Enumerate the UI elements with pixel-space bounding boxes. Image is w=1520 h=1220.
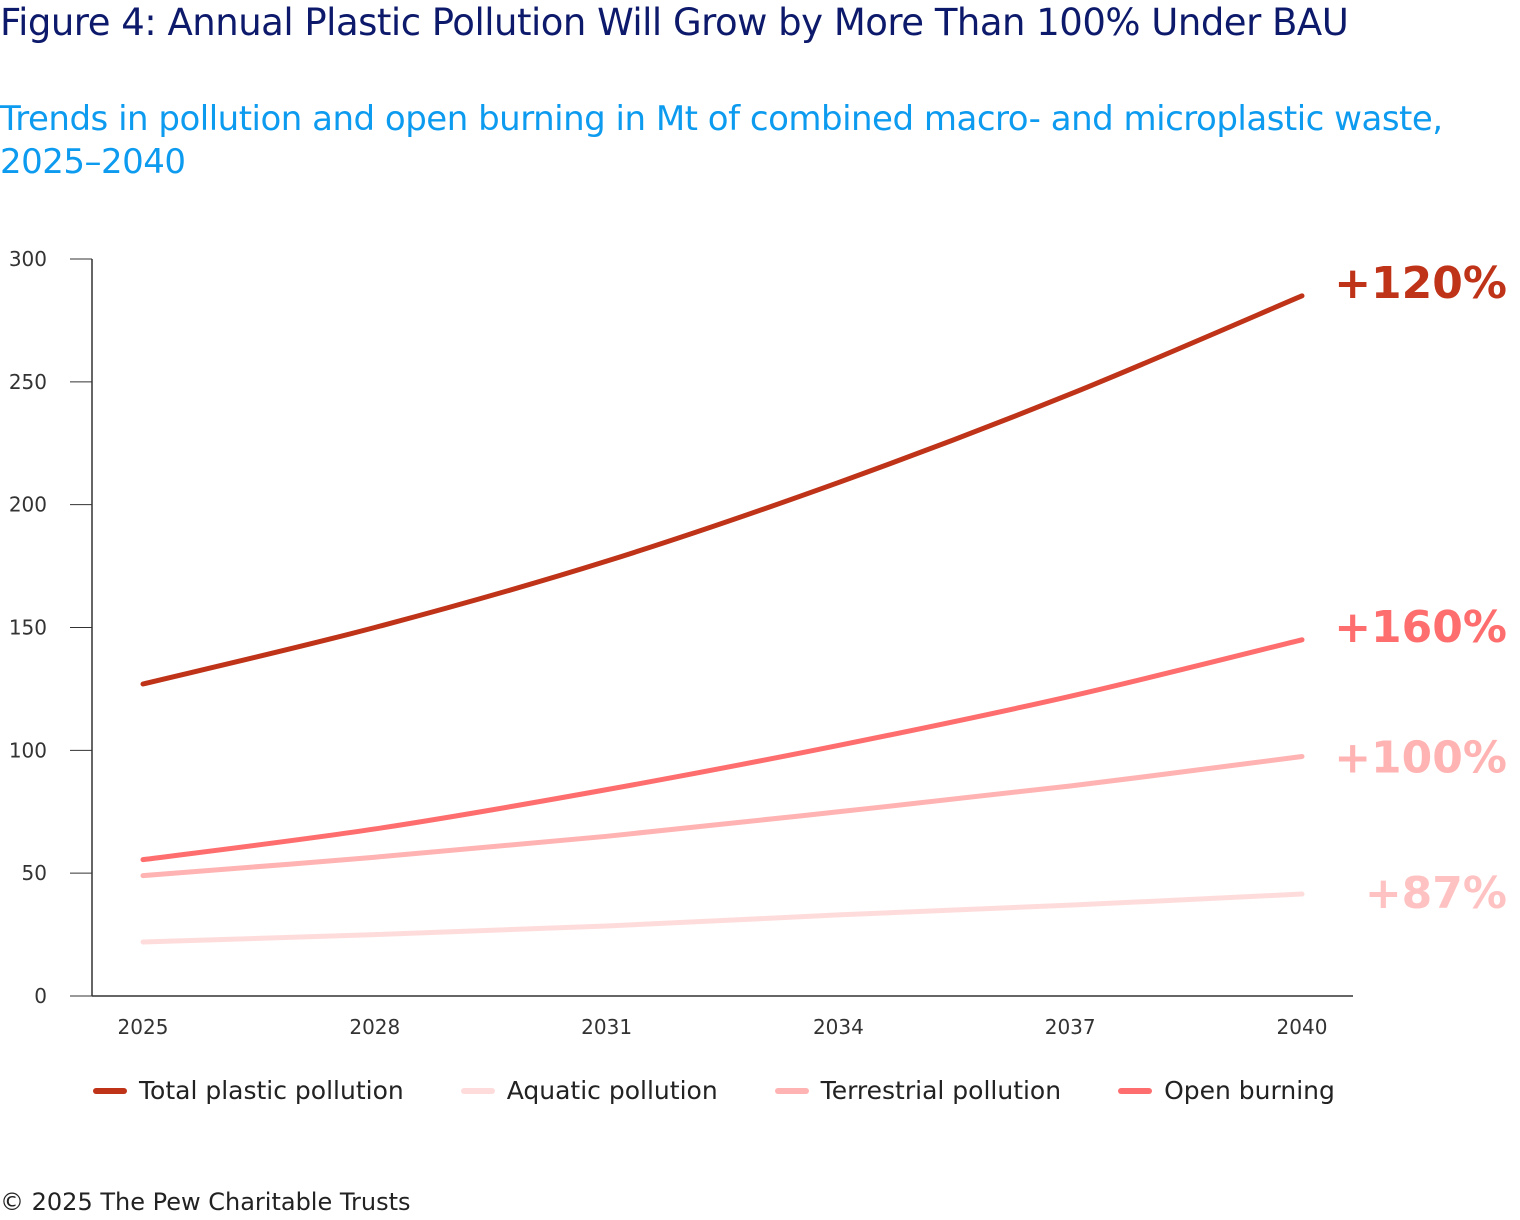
legend-label: Terrestrial pollution: [820, 1076, 1062, 1105]
legend-label: Aquatic pollution: [506, 1076, 718, 1105]
legend-label: Total plastic pollution: [139, 1076, 404, 1105]
change-label: +87%: [1365, 868, 1507, 919]
series-line-open-burning: [140, 637, 1305, 863]
line-chart: 0 50 100 150 200 250 300 2025 2028 2031 2034 2037 20…: [9, 247, 1507, 1039]
series-line-aquatic-pollution: [140, 891, 1305, 945]
legend: Total plastic pollution Aquatic pollution…: [93, 1076, 1392, 1105]
y-tick-label: 150: [9, 616, 47, 640]
y-tick-label: 50: [22, 861, 47, 885]
chart-title: Figure 4: Annual Plastic Pollution Will …: [0, 1, 1349, 44]
y-tick-label: 200: [9, 493, 47, 517]
x-tick-label: 2034: [813, 1015, 864, 1039]
series-line-terrestrial-pollution: [140, 753, 1305, 879]
legend-item: Aquatic pollution: [460, 1076, 718, 1105]
legend-item: Total plastic pollution: [93, 1076, 404, 1105]
x-tick-label: 2037: [1045, 1015, 1096, 1039]
legend-label: Open burning: [1164, 1076, 1335, 1105]
legend-item: Open burning: [1118, 1076, 1335, 1105]
y-tick-label: 0: [34, 984, 47, 1008]
copyright-credit: © 2025 The Pew Charitable Trusts: [0, 1188, 411, 1216]
x-tick-label: 2025: [118, 1015, 169, 1039]
legend-item: Terrestrial pollution: [774, 1076, 1062, 1105]
y-tick-label: 250: [9, 370, 47, 394]
x-tick-label: 2040: [1277, 1015, 1328, 1039]
x-tick-label: 2031: [581, 1015, 632, 1039]
x-tick-label: 2028: [349, 1015, 400, 1039]
legend-swatch: [460, 1087, 495, 1094]
y-tick-label: 100: [9, 738, 47, 762]
series-line-total-plastic-pollution: [140, 293, 1305, 687]
y-tick-label: 300: [9, 247, 47, 271]
legend-swatch: [1118, 1087, 1153, 1094]
change-label: +160%: [1334, 602, 1507, 653]
chart-subtitle: Trends in pollution and open burning in …: [0, 99, 1443, 182]
legend-swatch: [93, 1087, 127, 1094]
legend-swatch: [774, 1087, 809, 1094]
change-label: +120%: [1334, 258, 1507, 309]
change-label: +100%: [1334, 732, 1507, 783]
